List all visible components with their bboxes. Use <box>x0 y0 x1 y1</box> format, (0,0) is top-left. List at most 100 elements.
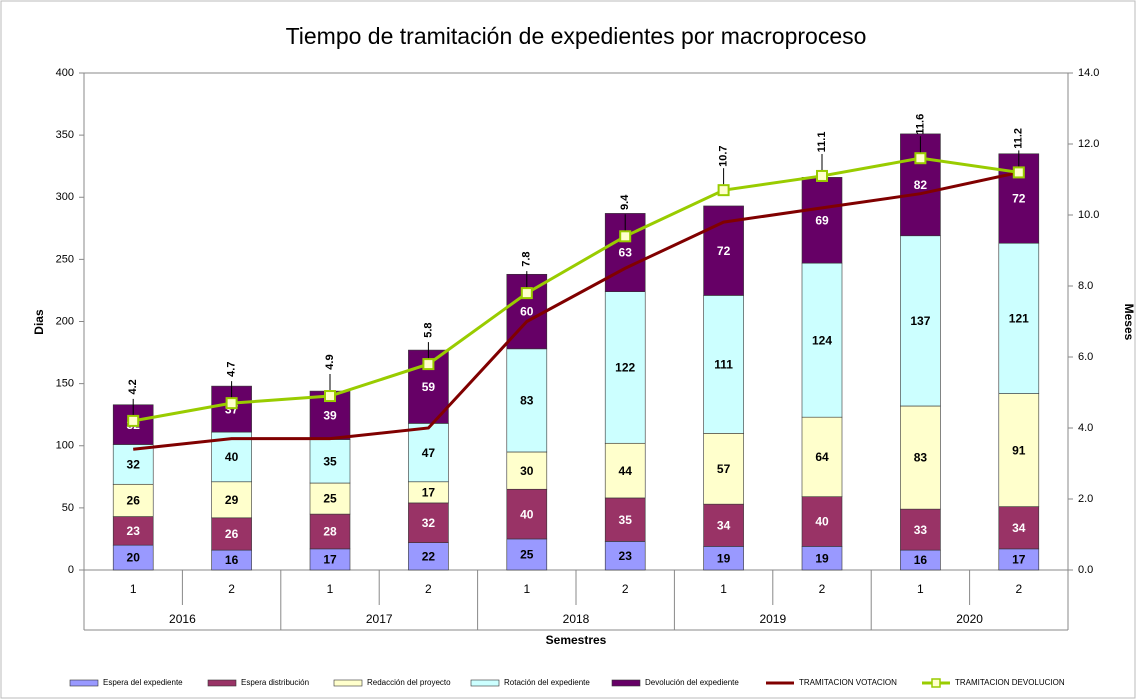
y2-tick-label: 2.0 <box>1078 493 1093 505</box>
data-label: 30 <box>520 464 534 478</box>
line-series <box>132 156 1020 423</box>
data-label: 11.2 <box>1013 128 1025 149</box>
data-label: 16 <box>225 553 239 567</box>
legend-label: Espera distribución <box>241 678 309 687</box>
data-label: 32 <box>422 516 436 530</box>
y-tick-label: 400 <box>56 67 74 79</box>
data-label: 137 <box>910 314 930 328</box>
data-label: 11.1 <box>816 132 828 153</box>
x-tick-label: 2 <box>819 582 826 596</box>
line-marker <box>127 414 140 427</box>
line-marker <box>225 397 238 410</box>
data-label: 47 <box>422 446 436 460</box>
y2-tick-label: 10.0 <box>1078 209 1099 221</box>
data-label: 29 <box>225 493 239 507</box>
data-label: 34 <box>1012 521 1026 535</box>
legend-label: Rotación del expediente <box>504 678 590 687</box>
line-marker <box>619 230 632 243</box>
data-label: 17 <box>323 553 337 567</box>
data-label: 4.9 <box>324 354 336 369</box>
bar-segment <box>604 291 646 444</box>
bar-segment <box>604 497 646 542</box>
data-label: 35 <box>323 454 337 468</box>
data-label: 17 <box>1012 553 1026 567</box>
chart-title: Tiempo de tramitación de expedientes por… <box>286 23 867 49</box>
bar-segment <box>998 506 1040 550</box>
legend-swatch <box>470 679 500 687</box>
bar-segment <box>506 538 548 571</box>
data-label: 25 <box>520 548 534 562</box>
y-tick-label: 50 <box>62 502 74 514</box>
bar-segment <box>408 542 449 571</box>
data-label: 44 <box>619 464 633 478</box>
x-group-label: 2017 <box>366 612 393 626</box>
legend-swatch <box>69 679 99 687</box>
data-label: 4.7 <box>226 362 238 377</box>
data-label: 91 <box>1012 443 1026 457</box>
bar-segment <box>801 496 843 547</box>
x-group-label: 2019 <box>759 612 786 626</box>
bar-segment <box>604 442 646 499</box>
y-tick-label: 350 <box>56 129 74 141</box>
y-tick-label: 100 <box>56 440 74 452</box>
data-label: 16 <box>914 553 928 567</box>
x-axis-title: Semestres <box>546 633 607 647</box>
data-label: 72 <box>717 244 731 258</box>
bar-segment <box>801 262 843 418</box>
data-label: 11.6 <box>914 114 926 135</box>
x-tick-label: 2 <box>1015 582 1022 596</box>
legend-label: Espera del expediente <box>103 678 183 687</box>
line-marker <box>914 152 927 165</box>
data-label: 72 <box>1012 192 1026 206</box>
data-label: 5.8 <box>422 322 434 337</box>
line-marker <box>816 169 828 182</box>
bar-segment <box>703 433 744 505</box>
bar-segment <box>309 513 351 550</box>
data-label: 63 <box>619 246 633 260</box>
x-tick-label: 2 <box>228 582 235 596</box>
y-tick-label: 150 <box>56 378 74 390</box>
bar-segment <box>801 416 843 497</box>
legend-swatch <box>611 679 641 687</box>
x-tick-label: 1 <box>523 582 530 596</box>
y2-tick-label: 14.0 <box>1078 67 1099 79</box>
bar-segment <box>801 177 843 264</box>
y-tick-label: 0 <box>68 564 74 576</box>
x-tick-label: 1 <box>720 582 727 596</box>
y2-tick-label: 0.0 <box>1078 564 1093 576</box>
bar-segment <box>900 235 941 407</box>
bar-segment <box>703 295 744 434</box>
y2-tick-label: 12.0 <box>1078 138 1099 150</box>
line-series <box>133 170 1020 451</box>
data-label: 25 <box>323 492 337 506</box>
line-marker <box>422 358 435 371</box>
data-label: 82 <box>914 178 928 192</box>
legend-swatch <box>207 679 237 687</box>
y2-tick-label: 4.0 <box>1078 422 1093 434</box>
data-label: 124 <box>812 333 832 347</box>
data-label: 7.8 <box>521 251 533 266</box>
bar-segment <box>112 516 154 546</box>
data-label: 19 <box>717 551 731 565</box>
data-label: 57 <box>717 462 731 476</box>
data-label: 69 <box>815 213 829 227</box>
data-label: 64 <box>815 450 829 464</box>
data-label: 83 <box>914 451 928 465</box>
legend-swatch <box>333 679 363 687</box>
data-label: 9.4 <box>619 194 631 210</box>
data-label: 111 <box>714 358 733 372</box>
data-label: 59 <box>422 380 436 394</box>
x-tick-label: 1 <box>327 582 334 596</box>
bar-segment <box>211 431 252 483</box>
data-label: 23 <box>127 524 141 538</box>
bar-segment <box>408 349 449 424</box>
bar-segment <box>408 423 449 483</box>
y-axis-title: Dias <box>32 309 46 335</box>
x-group-label: 2016 <box>169 612 196 626</box>
data-label: 35 <box>619 513 633 527</box>
data-label: 20 <box>127 551 141 565</box>
data-label: 122 <box>615 361 635 375</box>
legend-label: TRAMITACION VOTACION <box>799 678 897 687</box>
data-label: 83 <box>520 394 534 408</box>
